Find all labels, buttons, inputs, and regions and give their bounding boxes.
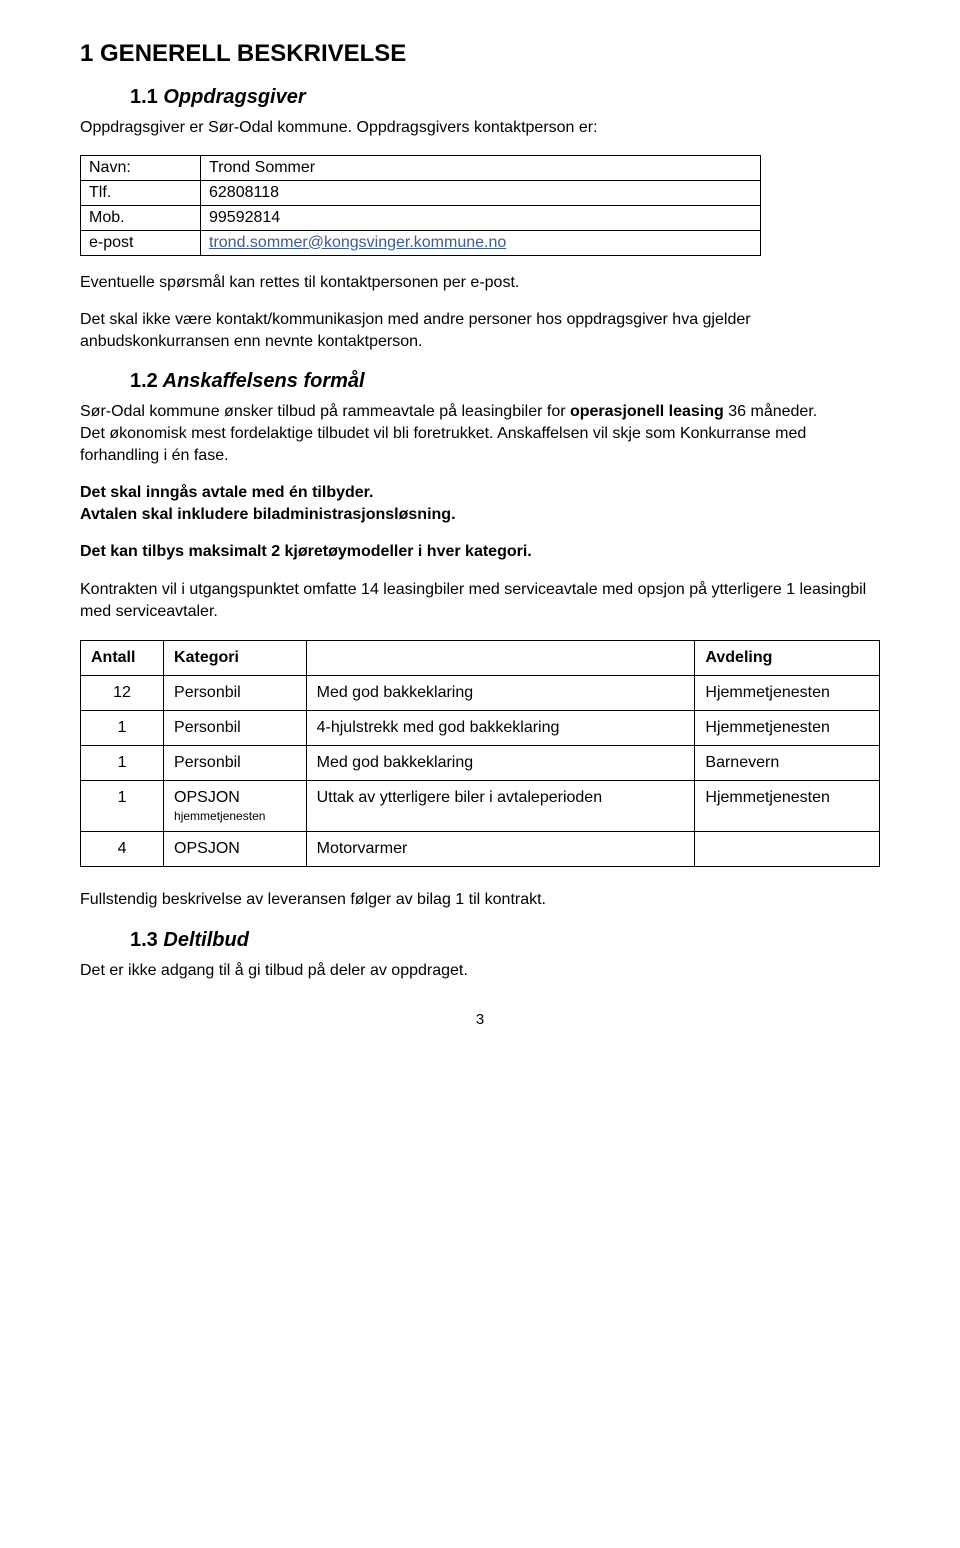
bold-line-3: Det kan tilbys maksimalt 2 kjøretøymodel… [80, 541, 880, 563]
subsection-1-3-heading: 1.3 Deltilbud [130, 929, 880, 952]
page-number: 3 [80, 1011, 880, 1028]
vehicle-kategori: OPSJON [164, 832, 307, 867]
contact-label: Tlf. [81, 180, 201, 205]
vehicle-table: AntallKategoriAvdeling 12PersonbilMed go… [80, 640, 880, 867]
subsection-1-2-heading: 1.2 Anskaffelsens formål [130, 370, 880, 393]
vehicle-beskrivelse: Motorvarmer [306, 832, 695, 867]
vehicle-beskrivelse: Med god bakkeklaring [306, 746, 695, 781]
post-contact-2: Det skal ikke være kontakt/kommunikasjon… [80, 309, 880, 352]
p-1-2-a: Sør-Odal kommune ønsker tilbud på rammea… [80, 401, 880, 466]
contact-value: Trond Sommer [201, 155, 761, 180]
bold-line-1: Det skal inngås avtale med én tilbyder. [80, 482, 880, 504]
vehicle-row: 1Personbil4-hjulstrekk med god bakkeklar… [81, 711, 880, 746]
contact-value: 62808118 [201, 180, 761, 205]
subsection-label: Deltilbud [163, 929, 249, 951]
vehicle-avdeling: Barnevern [695, 746, 880, 781]
post-contact-1: Eventuelle spørsmål kan rettes til konta… [80, 272, 880, 294]
vehicle-kategori: Personbil [164, 746, 307, 781]
vehicle-beskrivelse: 4-hjulstrekk med god bakkeklaring [306, 711, 695, 746]
contact-value: trond.sommer@kongsvinger.kommune.no [201, 230, 761, 255]
subsection-label: Anskaffelsens formål [163, 370, 365, 392]
bold-line-2: Avtalen skal inkludere biladministrasjon… [80, 504, 880, 526]
bold-fragment: operasjonell leasing [570, 403, 724, 420]
subsection-1-1-heading: 1.1 Oppdragsgiver [130, 86, 880, 109]
text-fragment: Det økonomisk mest fordelaktige tilbudet… [80, 425, 806, 464]
contact-row: Mob.99592814 [81, 205, 761, 230]
vehicle-header-cell: Avdeling [695, 641, 880, 676]
p-1-2-c: Kontrakten vil i utgangspunktet omfatte … [80, 579, 880, 622]
contact-value: 99592814 [201, 205, 761, 230]
vehicle-kategori: Personbil [164, 676, 307, 711]
contact-table: Navn:Trond SommerTlf.62808118Mob.9959281… [80, 155, 761, 256]
contact-label: Navn: [81, 155, 201, 180]
subsection-number: 1.2 [130, 370, 158, 392]
vehicle-antall: 1 [81, 711, 164, 746]
vehicle-antall: 4 [81, 832, 164, 867]
email-link[interactable]: trond.sommer@kongsvinger.kommune.no [209, 234, 506, 251]
vehicle-kategori: Personbil [164, 711, 307, 746]
section-1-heading: 1 GENERELL BESKRIVELSE [80, 40, 880, 68]
text-fragment: 36 måneder. [724, 403, 817, 420]
vehicle-row: 12PersonbilMed god bakkeklaringHjemmetje… [81, 676, 880, 711]
vehicle-avdeling [695, 832, 880, 867]
vehicle-row: 4OPSJONMotorvarmer [81, 832, 880, 867]
vehicle-beskrivelse: Med god bakkeklaring [306, 676, 695, 711]
vehicle-antall: 1 [81, 781, 164, 832]
document-page: 1 GENERELL BESKRIVELSE 1.1 Oppdragsgiver… [0, 0, 960, 1068]
vehicle-antall: 1 [81, 746, 164, 781]
intro-paragraph: Oppdragsgiver er Sør-Odal kommune. Oppdr… [80, 117, 880, 139]
vehicle-avdeling: Hjemmetjenesten [695, 711, 880, 746]
vehicle-kategori: OPSJONhjemmetjenesten [164, 781, 307, 832]
contact-row: Tlf.62808118 [81, 180, 761, 205]
contact-label: Mob. [81, 205, 201, 230]
vehicle-row: 1PersonbilMed god bakkeklaringBarnevern [81, 746, 880, 781]
vehicle-header-cell: Kategori [164, 641, 307, 676]
subsection-number: 1.3 [130, 929, 158, 951]
subsection-number: 1.1 [130, 86, 158, 108]
text-fragment: Sør-Odal kommune ønsker tilbud på rammea… [80, 403, 570, 420]
p-1-3: Det er ikke adgang til å gi tilbud på de… [80, 960, 880, 982]
p-1-2-end: Fullstendig beskrivelse av leveransen fø… [80, 889, 880, 911]
contact-row: e-post trond.sommer@kongsvinger.kommune.n… [81, 230, 761, 255]
contact-label: e-post [81, 230, 201, 255]
vehicle-header-cell: Antall [81, 641, 164, 676]
vehicle-antall: 12 [81, 676, 164, 711]
vehicle-beskrivelse: Uttak av ytterligere biler i avtaleperio… [306, 781, 695, 832]
subsection-label: Oppdragsgiver [163, 86, 305, 108]
vehicle-header-cell [306, 641, 695, 676]
vehicle-avdeling: Hjemmetjenesten [695, 676, 880, 711]
contact-row: Navn:Trond Sommer [81, 155, 761, 180]
vehicle-avdeling: Hjemmetjenesten [695, 781, 880, 832]
vehicle-row: 1OPSJONhjemmetjenestenUttak av ytterlige… [81, 781, 880, 832]
vehicle-kategori-sub: hjemmetjenesten [174, 809, 296, 823]
